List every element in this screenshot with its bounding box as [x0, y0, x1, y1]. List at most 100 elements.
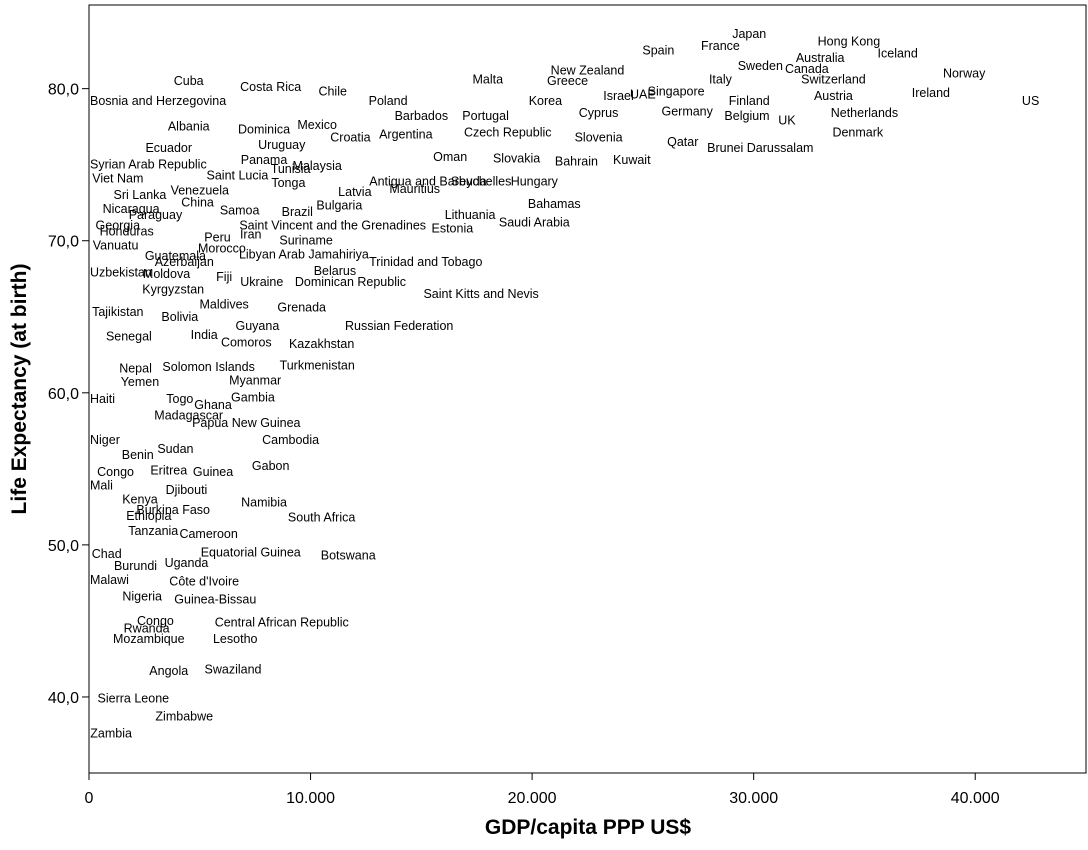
point-label: Djibouti — [166, 483, 208, 497]
point-label: Guinea-Bissau — [174, 593, 256, 607]
point-label: Cambodia — [262, 433, 319, 447]
point-label: Peru — [204, 231, 230, 245]
point-label: Haiti — [90, 392, 115, 406]
point-label: Paraguay — [129, 208, 183, 222]
point-label: Yemen — [121, 375, 160, 389]
point-label: Kazakhstan — [289, 337, 354, 351]
point-label: India — [191, 328, 218, 342]
point-label: Antigua and Barbuda — [369, 174, 487, 188]
y-tick-label: 80,0 — [48, 82, 79, 99]
point-label: Italy — [709, 73, 733, 87]
point-label: Seychelles — [451, 174, 511, 188]
point-label: Croatia — [330, 130, 370, 144]
y-tick-label: 60,0 — [48, 386, 79, 403]
y-axis-ticks: 40,0 50,0 60,0 70,0 80,0 — [48, 82, 89, 707]
point-label: Gabon — [252, 459, 290, 473]
point-label: Comoros — [221, 336, 272, 350]
point-label: Poland — [369, 94, 408, 108]
point-label: Mauritius — [389, 182, 440, 196]
point-label: Uzbekistan — [90, 266, 152, 280]
point-label: Brunei Darussalam — [707, 141, 813, 155]
point-label: Madagascar — [154, 409, 223, 423]
point-label: Ethiopia — [126, 509, 171, 523]
point-label: Papua New Guinea — [192, 416, 300, 430]
point-label: Myanmar — [229, 374, 281, 388]
point-label: Cuba — [174, 74, 204, 88]
point-label: Malaysia — [293, 159, 342, 173]
point-label: Brazil — [282, 205, 313, 219]
point-label: Venezuela — [171, 184, 229, 198]
point-label: Azerbaijan — [155, 255, 214, 269]
point-label: Singapore — [648, 85, 705, 99]
point-label: Tajikistan — [92, 305, 143, 319]
point-label: Sierra Leone — [98, 691, 170, 705]
point-label: Vanuatu — [93, 238, 139, 252]
point-label: New Zealand — [551, 63, 625, 77]
x-tick-label: 20.000 — [508, 790, 557, 807]
point-label: UK — [778, 114, 796, 128]
point-label: Swaziland — [205, 663, 262, 677]
point-label: Cyprus — [579, 106, 619, 120]
point-label: UAE — [630, 88, 656, 102]
point-label: Latvia — [338, 185, 371, 199]
point-label: Uruguay — [258, 138, 306, 152]
point-label: Chile — [318, 85, 347, 99]
point-label: Bolivia — [161, 310, 198, 324]
point-label: Turkmenistan — [280, 358, 355, 372]
point-label: Fiji — [216, 270, 232, 284]
point-label: Ukraine — [240, 275, 283, 289]
point-label: Côte d'Ivoire — [169, 574, 239, 588]
point-label: Hong Kong — [818, 34, 881, 48]
plot-frame — [88, 4, 1087, 774]
point-label: Japan — [732, 27, 766, 41]
point-label: Kenya — [122, 492, 157, 506]
y-tick-label: 70,0 — [48, 234, 79, 251]
point-label: Suriname — [279, 234, 333, 248]
point-label: Saudi Arabia — [499, 215, 570, 229]
point-label: Korea — [529, 94, 562, 108]
point-label: Argentina — [379, 127, 433, 141]
point-label: Samoa — [220, 203, 260, 217]
point-label: Dominican Republic — [295, 275, 406, 289]
point-label: Portugal — [462, 109, 509, 123]
point-label: Benin — [122, 448, 154, 462]
point-label: Zambia — [90, 726, 132, 740]
point-label: Moldova — [143, 267, 190, 281]
point-label: Kyrgyzstan — [142, 282, 204, 296]
point-label: Israel — [603, 89, 634, 103]
point-label: Russian Federation — [345, 319, 453, 333]
point-label: Czech Republic — [464, 126, 552, 140]
point-label: Cameroon — [179, 527, 237, 541]
point-label: Malawi — [90, 573, 129, 587]
point-label: Libyan Arab Jamahiriya — [239, 247, 369, 261]
point-label: Iceland — [878, 47, 918, 61]
point-label: Norway — [943, 66, 986, 80]
point-label: Congo — [137, 614, 174, 628]
point-label: Zimbabwe — [155, 710, 213, 724]
point-label: Senegal — [106, 330, 152, 344]
point-label: Belarus — [314, 264, 356, 278]
point-label: Saint Lucia — [207, 168, 269, 182]
point-label: Barbados — [395, 109, 449, 123]
point-label: Ecuador — [145, 141, 192, 155]
point-label: Australia — [796, 51, 845, 65]
point-label: Mexico — [297, 118, 337, 132]
point-label: Chad — [92, 547, 122, 561]
point-label: Belgium — [724, 109, 769, 123]
point-label: Central African Republic — [215, 615, 349, 629]
point-label: Viet Nam — [92, 171, 143, 185]
point-label: Netherlands — [831, 106, 898, 120]
point-label: Burkina Faso — [136, 503, 210, 517]
y-tick-label: 40,0 — [48, 690, 79, 707]
point-label: Eritrea — [150, 463, 187, 477]
point-label: Bahrain — [555, 155, 598, 169]
point-label: Nicaragua — [103, 202, 160, 216]
point-label: Honduras — [100, 225, 154, 239]
point-label: Ireland — [912, 86, 950, 100]
point-label: South Africa — [288, 511, 355, 525]
point-label: Gambia — [231, 390, 275, 404]
point-label: Saint Kitts and Nevis — [423, 287, 538, 301]
x-tick-label: 0 — [85, 790, 94, 807]
